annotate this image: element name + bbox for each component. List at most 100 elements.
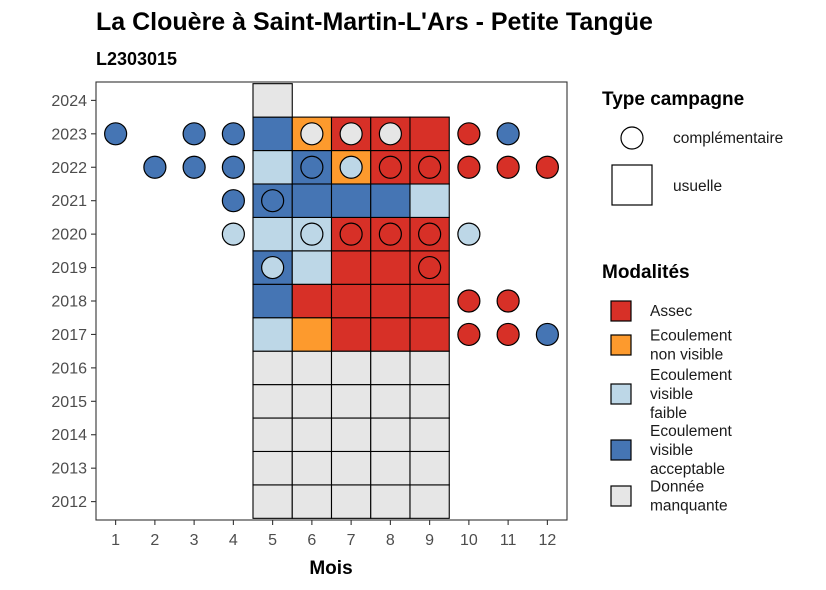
point-complementaire: [300, 155, 324, 179]
point-complementaire: [496, 289, 520, 313]
tile-usuelle: [370, 384, 411, 419]
tile-usuelle: [370, 183, 411, 218]
tile-usuelle: [330, 384, 372, 419]
tile-usuelle: [252, 417, 293, 453]
tile-usuelle: [409, 484, 450, 519]
tile-usuelle: [370, 283, 411, 319]
tile-usuelle: [252, 350, 293, 386]
point-complementaire: [378, 155, 402, 179]
y-tick-label: 2023: [51, 126, 87, 143]
chart-subtitle: L2303015: [96, 49, 177, 69]
point-complementaire: [457, 155, 481, 179]
point-complementaire: [339, 155, 363, 179]
tile-usuelle: [330, 250, 372, 285]
legend-key-square: [611, 164, 653, 206]
x-tick-label: 11: [500, 532, 517, 549]
tile-usuelle: [409, 183, 450, 218]
legend-label-faible: Ecoulement visible faible: [650, 367, 733, 422]
x-tick-label: 9: [425, 532, 434, 549]
y-tick-label: 2016: [51, 360, 87, 377]
legend-title-campaign: Type campagne: [602, 89, 744, 110]
tile-usuelle: [330, 183, 372, 218]
tile-usuelle: [409, 283, 450, 319]
tile-usuelle: [409, 116, 450, 152]
tile-usuelle: [252, 116, 293, 152]
x-tick-label: 12: [538, 532, 556, 549]
x-tick-label: 6: [307, 532, 316, 549]
point-complementaire: [496, 122, 520, 146]
point-complementaire: [457, 122, 481, 146]
tile-usuelle: [252, 317, 293, 352]
point-complementaire: [378, 222, 402, 246]
point-complementaire: [104, 122, 128, 146]
tile-usuelle: [330, 450, 372, 486]
tile-usuelle: [291, 283, 333, 319]
tile-usuelle: [291, 450, 333, 486]
y-tick-label: 2015: [51, 394, 87, 411]
tile-usuelle: [291, 417, 333, 453]
tile-usuelle: [370, 450, 411, 486]
tile-usuelle: [252, 384, 293, 419]
tile-usuelle: [409, 317, 450, 352]
legend-key-acceptable: [610, 439, 632, 461]
x-tick-label: 5: [268, 532, 277, 549]
point-complementaire: [418, 155, 442, 179]
legend-label-manquante: Donnée manquante: [650, 479, 728, 515]
point-complementaire: [496, 322, 520, 347]
point-complementaire: [221, 189, 245, 213]
tile-usuelle: [252, 450, 293, 486]
point-complementaire: [535, 155, 559, 179]
y-tick-label: 2014: [51, 427, 87, 444]
tile-usuelle: [370, 417, 411, 453]
x-tick-label: 4: [229, 532, 238, 549]
point-complementaire: [221, 222, 245, 246]
legend-key-manquante: [610, 485, 632, 507]
point-complementaire: [300, 222, 324, 246]
tile-usuelle: [409, 450, 450, 486]
tile-usuelle: [291, 250, 333, 285]
point-complementaire: [300, 122, 324, 146]
y-tick-label: 2012: [51, 494, 87, 511]
legend-label-assec: Assec: [650, 303, 692, 320]
point-complementaire: [339, 122, 363, 146]
y-tick-label: 2022: [51, 160, 87, 177]
tile-usuelle: [252, 83, 293, 118]
legend: Type campagne complémentaire usuelle Modali…: [602, 89, 783, 515]
x-tick-label: 10: [460, 532, 478, 549]
legend-key-faible: [610, 383, 632, 405]
tile-usuelle: [370, 250, 411, 285]
tile-usuelle: [409, 350, 450, 386]
tile-usuelle: [330, 283, 372, 319]
chart-title: La Clouère à Saint-Martin-L'Ars - Petite…: [96, 8, 653, 36]
y-tick-label: 2013: [51, 461, 87, 478]
point-complementaire: [457, 289, 481, 313]
tile-usuelle: [330, 484, 372, 519]
tile-usuelle: [370, 317, 411, 352]
tile-usuelle: [370, 484, 411, 519]
tile-usuelle: [252, 283, 293, 319]
tile-usuelle: [252, 484, 293, 519]
tile-usuelle: [409, 417, 450, 453]
x-axis-title: Mois: [309, 558, 352, 579]
point-complementaire: [457, 222, 481, 246]
tile-usuelle: [330, 350, 372, 386]
x-tick-label: 7: [347, 532, 356, 549]
x-tick-label: 8: [386, 532, 395, 549]
legend-label-usuelle: usuelle: [673, 178, 722, 195]
legend-label-acceptable: Ecoulement visible acceptable: [650, 423, 733, 478]
legend-key-assec: [610, 300, 632, 322]
x-tick-label: 2: [150, 532, 159, 549]
legend-label-nonvisible: Ecoulement non visible: [650, 328, 733, 364]
y-tick-label: 2019: [51, 260, 87, 277]
tile-usuelle: [330, 417, 372, 453]
tile-usuelle: [330, 317, 372, 352]
tile-usuelle: [291, 384, 333, 419]
tile-usuelle: [291, 317, 333, 352]
y-tick-label: 2017: [51, 327, 87, 344]
point-complementaire: [418, 222, 442, 246]
legend-label-complementaire: complémentaire: [673, 130, 783, 147]
tile-usuelle: [252, 216, 293, 252]
y-tick-label: 2018: [51, 294, 87, 311]
x-tick-label: 3: [190, 532, 199, 549]
